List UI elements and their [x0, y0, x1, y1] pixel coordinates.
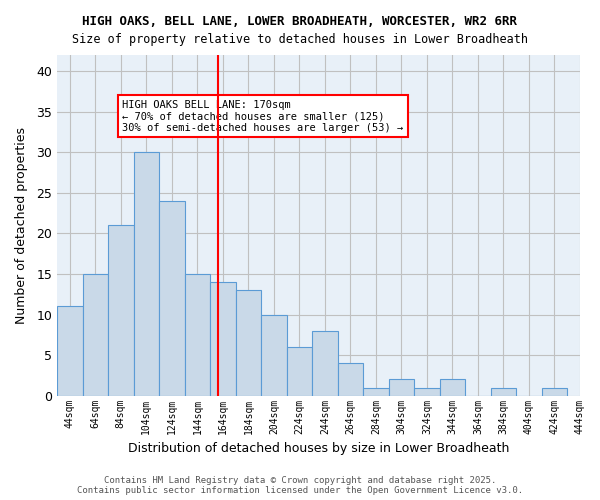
- Bar: [83, 274, 108, 396]
- Bar: [338, 363, 363, 396]
- Text: HIGH OAKS BELL LANE: 170sqm
← 70% of detached houses are smaller (125)
30% of se: HIGH OAKS BELL LANE: 170sqm ← 70% of det…: [122, 100, 403, 133]
- Bar: [312, 331, 338, 396]
- X-axis label: Distribution of detached houses by size in Lower Broadheath: Distribution of detached houses by size …: [128, 442, 509, 455]
- Bar: [261, 314, 287, 396]
- Text: Contains HM Land Registry data © Crown copyright and database right 2025.
Contai: Contains HM Land Registry data © Crown c…: [77, 476, 523, 495]
- Y-axis label: Number of detached properties: Number of detached properties: [15, 127, 28, 324]
- Bar: [414, 388, 440, 396]
- Bar: [363, 388, 389, 396]
- Text: Size of property relative to detached houses in Lower Broadheath: Size of property relative to detached ho…: [72, 32, 528, 46]
- Bar: [57, 306, 83, 396]
- Bar: [542, 388, 567, 396]
- Bar: [108, 226, 134, 396]
- Text: HIGH OAKS, BELL LANE, LOWER BROADHEATH, WORCESTER, WR2 6RR: HIGH OAKS, BELL LANE, LOWER BROADHEATH, …: [83, 15, 517, 28]
- Bar: [236, 290, 261, 396]
- Bar: [440, 380, 465, 396]
- Bar: [287, 347, 312, 396]
- Bar: [159, 201, 185, 396]
- Bar: [185, 274, 210, 396]
- Bar: [134, 152, 159, 396]
- Bar: [389, 380, 414, 396]
- Bar: [210, 282, 236, 396]
- Bar: [491, 388, 516, 396]
